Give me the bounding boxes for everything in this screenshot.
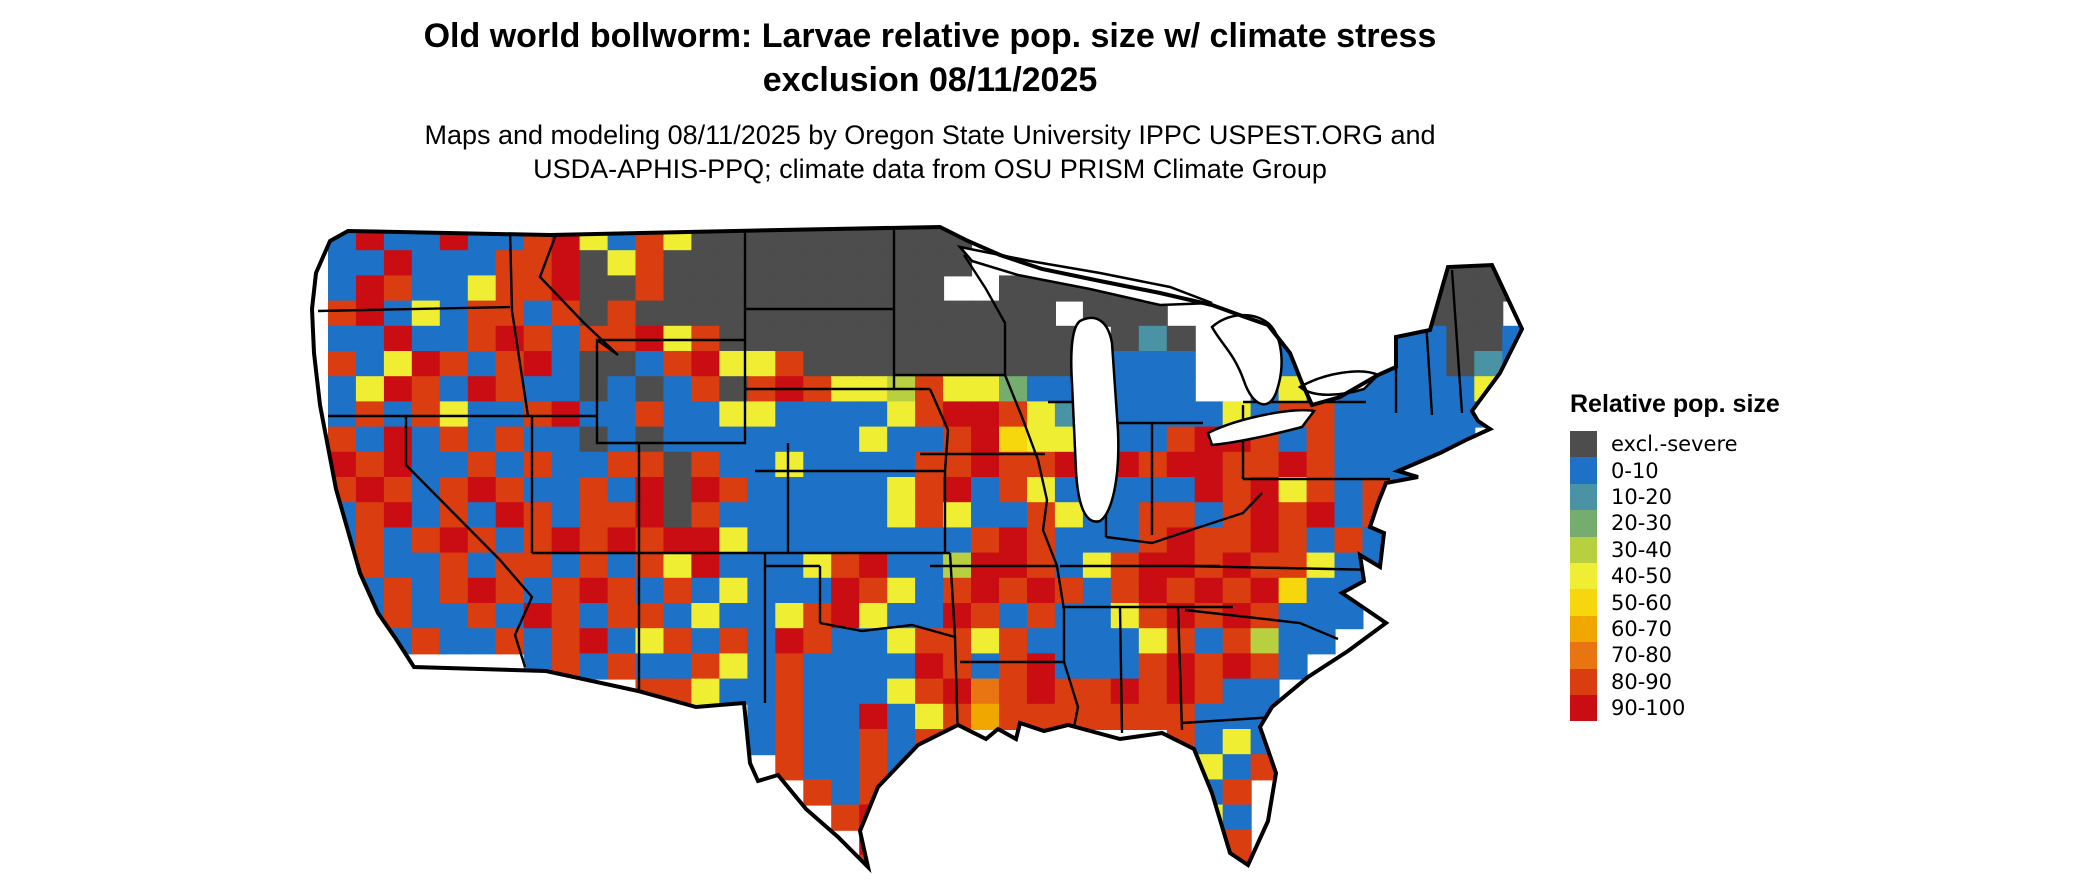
legend-item: 90-100 (1570, 694, 1780, 722)
legend-item: 70-80 (1570, 642, 1780, 669)
legend-item-label: 50-60 (1611, 590, 1673, 615)
legend-item: 40-50 (1570, 562, 1780, 590)
legend-items: excl.-severe 0-10 10-20 20-30 30-40 40-50 50-6… (1570, 431, 1780, 722)
map-subtitle-line1: Maps and modeling 08/11/2025 by Oregon S… (424, 120, 1436, 150)
map-subtitle-line2: USDA-APHIS-PPQ; climate data from OSU PR… (533, 154, 1327, 184)
legend: Relative pop. size excl.-severe 0-10 10-20… (1570, 390, 1780, 722)
legend-item-label: 10-20 (1611, 484, 1673, 509)
legend-swatch (1570, 668, 1597, 695)
legend-item-label: 30-40 (1611, 537, 1673, 562)
legend-item-label: 90-100 (1611, 696, 1686, 721)
legend-swatch (1570, 615, 1597, 643)
legend-item: 0-10 (1570, 457, 1780, 484)
map-title-line2: exclusion 08/11/2025 (762, 61, 1098, 99)
us-map (300, 225, 1530, 880)
legend-swatch (1570, 483, 1597, 511)
legend-item: 30-40 (1570, 536, 1780, 563)
legend-swatch (1570, 562, 1597, 590)
legend-swatch (1570, 642, 1597, 669)
legend-swatch (1570, 536, 1597, 563)
legend-item: 20-30 (1570, 510, 1780, 537)
legend-swatch (1570, 431, 1597, 458)
lake-erie (1206, 408, 1317, 447)
legend-swatch (1570, 589, 1597, 616)
legend-item-label: 40-50 (1611, 564, 1673, 589)
legend-item-label: 0-10 (1611, 458, 1659, 483)
lake-huron (1210, 313, 1283, 406)
legend-item: 60-70 (1570, 615, 1780, 643)
lake-michigan (1070, 316, 1120, 523)
legend-swatch (1570, 510, 1597, 537)
legend-item-label: excl.-severe (1611, 432, 1738, 457)
legend-swatch (1570, 694, 1597, 722)
legend-item-label: 60-70 (1611, 616, 1673, 641)
map-subtitle: Maps and modeling 08/11/2025 by Oregon S… (0, 118, 1860, 186)
legend-item-label: 70-80 (1611, 643, 1673, 668)
legend-title: Relative pop. size (1570, 390, 1780, 418)
figure-header: Old world bollworm: Larvae relative pop.… (0, 14, 1860, 186)
legend-swatch (1570, 457, 1597, 484)
us-map-svg (310, 225, 1524, 869)
legend-item: excl.-severe (1570, 431, 1780, 458)
legend-item: 80-90 (1570, 668, 1780, 695)
map-title: Old world bollworm: Larvae relative pop.… (0, 14, 1860, 102)
raster-layer (328, 227, 1522, 867)
map-title-line1: Old world bollworm: Larvae relative pop.… (423, 17, 1437, 55)
legend-item: 50-60 (1570, 589, 1780, 616)
state-borders (317, 228, 1464, 742)
legend-item-label: 80-90 (1611, 669, 1673, 694)
legend-item: 10-20 (1570, 483, 1780, 511)
legend-item-label: 20-30 (1611, 511, 1673, 536)
